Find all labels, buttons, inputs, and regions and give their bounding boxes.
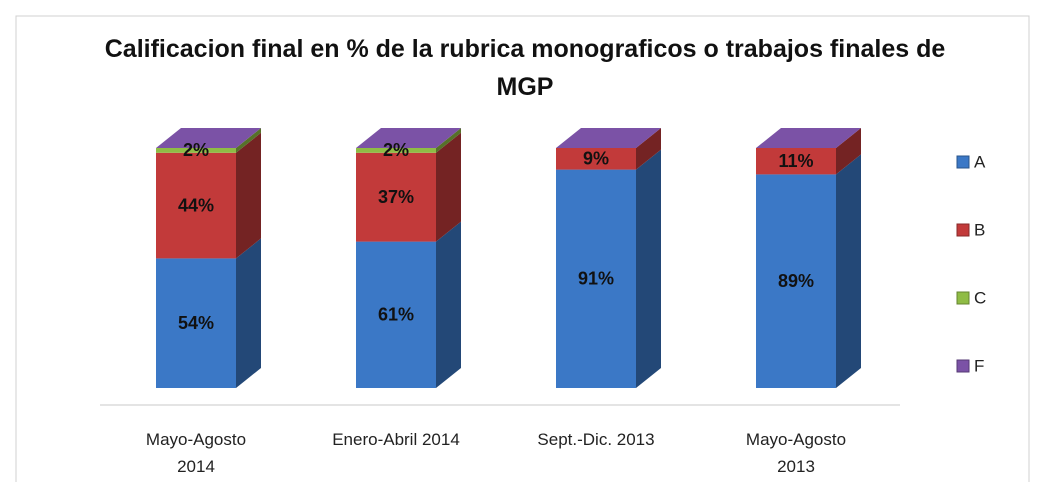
bar-side [436,128,461,153]
data-label: 89% [778,271,814,291]
data-label: 54% [178,313,214,333]
bar-side [436,132,461,242]
x-tick-label: Mayo-Agosto 2013 [745,430,847,476]
bar-top [556,128,661,148]
bar-segment [556,148,636,170]
legend-swatch [956,155,970,169]
bar-top [356,128,461,148]
x-tick-label: Mayo-Agosto 2014 [145,430,247,476]
bar-side [436,221,461,388]
data-label: 2% [383,140,409,160]
legend-label: B [974,220,985,239]
x-tick-label: Enero-Abril 2014 [332,430,460,449]
bar-segment [756,148,836,175]
bar-side [236,238,261,388]
data-label: 91% [578,269,614,289]
bar-segment [356,152,436,242]
data-label: 2% [183,140,209,160]
x-tick-label: Sept.-Dic. 2013 [537,430,655,449]
legend-label: A [974,152,986,171]
data-label: 37% [378,187,414,207]
bar-side [636,149,661,388]
chart-title: Calificacion final en % de la rubrica mo… [104,35,946,101]
legend-swatch [956,291,970,305]
legend-swatch [956,359,970,373]
data-label: 11% [778,151,813,171]
bar-side [836,128,861,175]
data-label: 61% [378,305,414,325]
bar-segment [156,148,236,153]
bar-segment [756,174,836,388]
data-label: 9% [583,149,609,169]
legend-label: C [974,288,986,307]
bar-segment [156,152,236,259]
legend-label: F [974,356,984,375]
bar-segment [156,258,236,388]
bar-side [236,128,261,153]
data-label: 44% [178,195,214,215]
bar-top [156,128,261,148]
bar-top [756,128,861,148]
bar-side [836,154,861,388]
bar-segment [556,169,636,388]
bar-segment [356,241,436,388]
bar-segment [356,148,436,153]
bar-side [636,128,661,170]
bar-side [236,132,261,259]
legend-swatch [956,223,970,237]
chart-border [15,15,1030,482]
